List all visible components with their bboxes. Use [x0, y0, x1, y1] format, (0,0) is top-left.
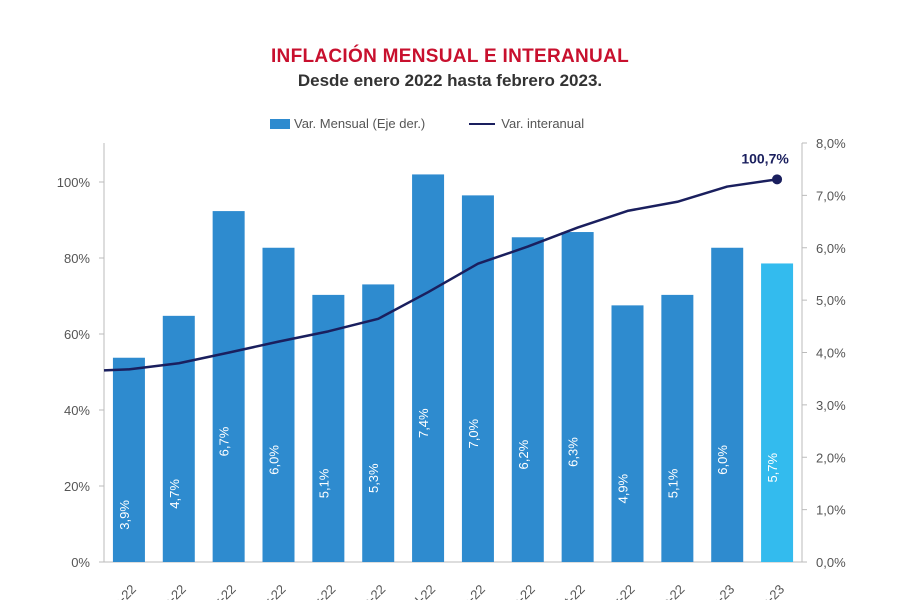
x-tick-label: ene-22 — [100, 582, 139, 600]
bar — [412, 174, 445, 563]
bar — [661, 294, 694, 562]
line-end-label: 100,7% — [741, 150, 789, 166]
bar — [511, 237, 544, 562]
right-tick-label: 5,0% — [816, 293, 846, 308]
left-tick-label: 60% — [64, 327, 90, 342]
bar-label: 7,4% — [416, 408, 431, 438]
bar-label: 5,3% — [366, 463, 381, 493]
bar — [362, 284, 395, 562]
right-tick-label: 6,0% — [816, 241, 846, 256]
bar-label: 4,9% — [616, 473, 631, 503]
x-tick-label: ago-22 — [449, 582, 488, 600]
bar-label: 5,1% — [316, 468, 331, 498]
bar — [212, 211, 245, 562]
x-tick-label: feb-23 — [751, 582, 788, 600]
x-tick-label: jul-22 — [404, 582, 438, 600]
legend: Var. Mensual (Eje der.) Var. interanual — [270, 116, 584, 131]
right-tick-label: 3,0% — [816, 398, 846, 413]
x-tick-label: dic-22 — [652, 582, 688, 600]
x-tick-label: ene-23 — [698, 582, 737, 600]
bar-label: 6,0% — [267, 445, 282, 475]
left-tick-label: 40% — [64, 403, 90, 418]
bar — [711, 247, 744, 562]
interanual-line — [103, 178, 778, 372]
right-tick-label: 7,0% — [816, 188, 846, 203]
right-tick-label: 2,0% — [816, 450, 846, 465]
x-tick-label: may-22 — [297, 582, 338, 600]
left-tick-label: 20% — [64, 479, 90, 494]
right-tick-label: 8,0% — [816, 136, 846, 151]
legend-bar-label: Var. Mensual (Eje der.) — [294, 116, 426, 131]
right-tick-label: 4,0% — [816, 346, 846, 361]
bar-label: 7,0% — [466, 418, 481, 448]
bar — [611, 305, 644, 562]
bar-label: 6,0% — [715, 445, 730, 475]
x-tick-label: abr-22 — [251, 582, 288, 600]
right-tick-label: 1,0% — [816, 503, 846, 518]
legend-bar-swatch — [270, 118, 290, 129]
bar — [312, 294, 345, 562]
bar-label: 6,3% — [566, 437, 581, 467]
bar — [761, 263, 794, 562]
right-tick-label: 0,0% — [816, 555, 846, 570]
bar-label: 5,1% — [665, 468, 680, 498]
bar-label: 6,2% — [516, 439, 531, 469]
bar — [561, 232, 594, 562]
left-tick-label: 0% — [71, 555, 90, 570]
bar-label: 5,7% — [765, 452, 780, 482]
bar-label: 4,7% — [167, 479, 182, 509]
bar — [461, 195, 494, 562]
x-tick-label: jun-22 — [351, 582, 388, 600]
bar — [162, 315, 195, 562]
x-tick-label: sep-22 — [499, 582, 538, 600]
legend-line-swatch — [469, 122, 496, 125]
bar-label: 3,9% — [117, 500, 132, 530]
left-tick-label: 100% — [57, 175, 91, 190]
bar — [262, 247, 295, 562]
x-tick-label: feb-22 — [152, 582, 189, 600]
x-tick-label: oct-22 — [552, 582, 588, 600]
left-tick-label: 80% — [64, 251, 90, 266]
chart-subtitle: Desde enero 2022 hasta febrero 2023. — [297, 71, 603, 90]
bar-label: 6,7% — [217, 426, 232, 456]
line-end-marker — [772, 174, 783, 185]
x-tick-label: mar-22 — [199, 582, 239, 600]
bar — [112, 357, 145, 562]
legend-line-label: Var. interanual — [501, 116, 585, 131]
chart-title: INFLACIÓN MENSUAL E INTERANUAL — [270, 46, 630, 67]
x-tick-label: nov-22 — [599, 582, 638, 600]
